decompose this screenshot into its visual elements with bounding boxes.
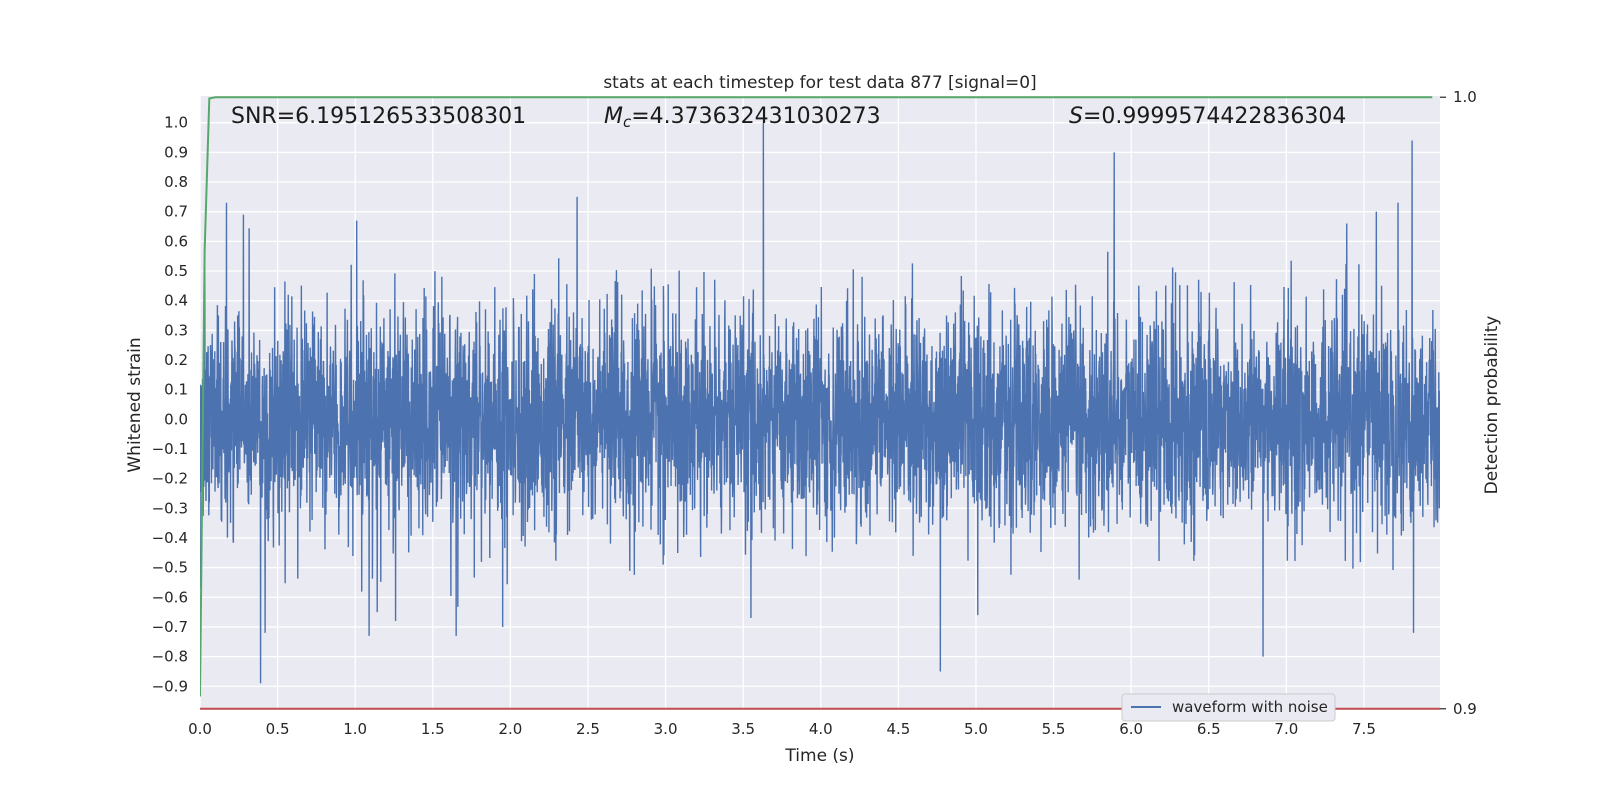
score-symbol: S	[1069, 104, 1083, 129]
y-tick-label: −0.9	[152, 677, 188, 695]
y-tick-label: 0.5	[164, 262, 188, 280]
y-tick-label: 1.0	[164, 114, 188, 132]
x-tick-label: 5.5	[1042, 720, 1066, 738]
x-tick-label: 0.5	[266, 720, 290, 738]
y2-tick-label: 1.0	[1453, 88, 1477, 106]
y-tick-label: −0.8	[152, 648, 188, 666]
x-axis-label: Time (s)	[784, 746, 854, 766]
y-tick-label: −0.4	[152, 529, 188, 547]
x-tick-label: 5.0	[964, 720, 988, 738]
x-tick-label: 7.5	[1352, 720, 1376, 738]
x-tick-label: 0.0	[188, 720, 212, 738]
y-tick-label: 0.8	[164, 173, 188, 191]
y-tick-label: −0.3	[152, 499, 188, 517]
snr-annotation: SNR=6.195126533508301	[231, 104, 526, 129]
y-tick-label: 0.9	[164, 143, 188, 161]
x-tick-label: 6.5	[1197, 720, 1221, 738]
y-tick-label: −0.5	[152, 559, 188, 577]
y-tick-label: −0.1	[152, 440, 188, 458]
x-tick-label: 2.0	[498, 720, 522, 738]
y-tick-label: 0.3	[164, 321, 188, 339]
chart-title: stats at each timestep for test data 877…	[603, 73, 1036, 93]
score-annotation: S=0.9999574422836304	[1069, 104, 1346, 129]
score-value: =0.9999574422836304	[1083, 104, 1346, 129]
y-tick-label: −0.2	[152, 470, 188, 488]
x-tick-label: 3.5	[731, 720, 755, 738]
chirp-mass-subscript: c	[623, 113, 632, 131]
y-tick-label: 0.0	[164, 410, 188, 428]
y-tick-label: −0.7	[152, 618, 188, 636]
legend-box	[1121, 693, 1336, 722]
x-tick-label: 4.5	[886, 720, 910, 738]
y-tick-label: 0.2	[164, 351, 188, 369]
x-tick-label: 2.5	[576, 720, 600, 738]
x-tick-label: 1.5	[421, 720, 445, 738]
x-tick-label: 3.0	[654, 720, 678, 738]
y-tick-label: 0.6	[164, 232, 188, 250]
y2-ticks: 1.0 0.9	[1440, 88, 1477, 718]
y2-tick-label: 0.9	[1453, 700, 1477, 718]
x-tick-label: 7.0	[1274, 720, 1298, 738]
detection-probability-line	[200, 96, 1433, 697]
x-tick-label: 1.0	[343, 720, 367, 738]
chirp-mass-symbol: M	[604, 104, 623, 129]
x-tick-label: 6.0	[1119, 720, 1143, 738]
waveform-line	[200, 122, 1440, 684]
chirp-mass-value: =4.373632431030273	[631, 104, 880, 129]
legend: waveform with noise	[1121, 693, 1336, 722]
y-tick-label: −0.6	[152, 588, 188, 606]
y-tick-label: 0.4	[164, 292, 188, 310]
chirp-mass-annotation: Mc=4.373632431030273	[604, 104, 881, 131]
y2-axis-label: Detection probability	[1482, 316, 1502, 495]
legend-label: waveform with noise	[1172, 698, 1328, 716]
x-ticks: 0.0 0.5 1.0 1.5 2.0 2.5 3.0 3.5 4.0 4.5 5.0 5.5 6.0 6…	[188, 720, 1376, 738]
y-tick-label: 0.1	[164, 381, 188, 399]
waveform-series	[200, 122, 1440, 684]
y-axis-label: Whitened strain	[125, 337, 145, 472]
y-tick-label: 0.7	[164, 203, 188, 221]
x-tick-label: 4.0	[809, 720, 833, 738]
y-ticks: 1.0 0.9 0.8 0.7 0.6 0.5 0.4 0.3 0.2 0.1 0.0 −0.1 −0.…	[152, 114, 188, 696]
